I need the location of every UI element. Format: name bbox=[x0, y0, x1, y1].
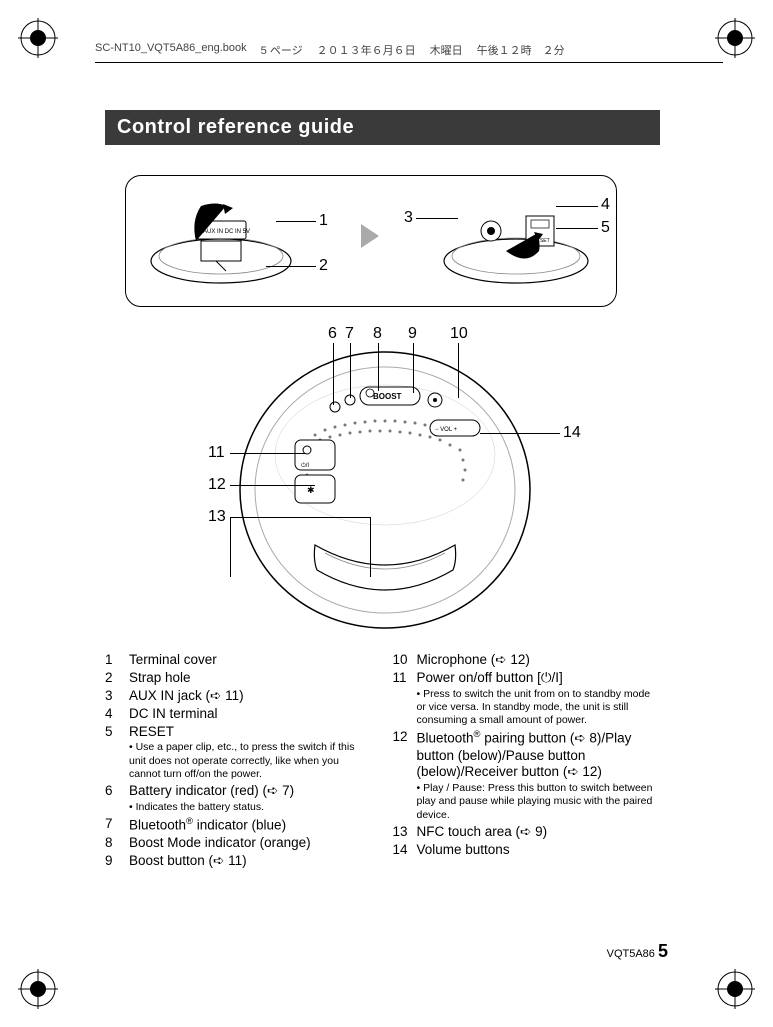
footer-code: VQT5A86 bbox=[607, 948, 655, 960]
callout-12: 12 bbox=[208, 476, 226, 494]
legend-item: 3AUX IN jack (➪ 11) bbox=[105, 688, 373, 705]
legend-num: 1 bbox=[105, 652, 129, 669]
legend-num: 7 bbox=[105, 816, 129, 834]
legend-text: Terminal cover bbox=[129, 652, 217, 669]
legend-num: 12 bbox=[393, 729, 417, 781]
legend-right: 10Microphone (➪ 12)11Power on/off button… bbox=[393, 652, 661, 871]
callout-7: 7 bbox=[345, 325, 354, 343]
arrow-icon bbox=[361, 224, 379, 248]
callout-2: 2 bbox=[319, 257, 328, 275]
mini-device-right: RESET bbox=[431, 186, 601, 296]
legend-text: Bluetooth® indicator (blue) bbox=[129, 816, 286, 834]
legend-num: 14 bbox=[393, 842, 417, 859]
legend-text: Microphone (➪ 12) bbox=[417, 652, 530, 669]
legend-num: 9 bbox=[105, 853, 129, 870]
legend-text: Volume buttons bbox=[417, 842, 510, 859]
legend-num: 13 bbox=[393, 824, 417, 841]
legend-text: NFC touch area (➪ 9) bbox=[417, 824, 548, 841]
legend-text: RESET bbox=[129, 724, 174, 741]
legend-text: DC IN terminal bbox=[129, 706, 218, 723]
header-page-jp: 5 ページ bbox=[261, 42, 303, 58]
svg-text:− VOL +: − VOL + bbox=[435, 427, 458, 433]
legend-item: 13NFC touch area (➪ 9) bbox=[393, 824, 661, 841]
legend-text: Battery indicator (red) (➪ 7) bbox=[129, 783, 294, 800]
legend-num: 4 bbox=[105, 706, 129, 723]
header-file: SC-NT10_VQT5A86_eng.book bbox=[95, 42, 247, 58]
print-header: SC-NT10_VQT5A86_eng.book 5 ページ ２０１３年６月６日… bbox=[95, 42, 723, 63]
callout-10: 10 bbox=[450, 325, 468, 343]
callout-13: 13 bbox=[208, 508, 226, 526]
section-title: Control reference guide bbox=[105, 110, 660, 145]
legend-item: 6Battery indicator (red) (➪ 7) bbox=[105, 783, 373, 800]
mini-device-left: AUX IN DC IN 5V bbox=[141, 186, 301, 296]
legend-text: Bluetooth® pairing button (➪ 8)/Play but… bbox=[417, 729, 661, 781]
legend-item: 12Bluetooth® pairing button (➪ 8)/Play b… bbox=[393, 729, 661, 781]
footer-page: 5 bbox=[658, 941, 668, 961]
legend-num: 11 bbox=[393, 670, 417, 687]
callout-1: 1 bbox=[319, 212, 328, 230]
header-date-jp: ２０１３年６月６日 bbox=[317, 42, 416, 58]
callout-4: 4 bbox=[601, 196, 610, 214]
callout-11: 11 bbox=[208, 444, 225, 462]
legend-sub: Use a paper clip, etc., to press the swi… bbox=[129, 741, 373, 780]
legend-text: Boost Mode indicator (orange) bbox=[129, 835, 311, 852]
legend-num: 3 bbox=[105, 688, 129, 705]
top-callout-box: AUX IN DC IN 5V 1 2 RESET bbox=[125, 175, 617, 307]
legend-item: 2Strap hole bbox=[105, 670, 373, 687]
legend-text: AUX IN jack (➪ 11) bbox=[129, 688, 244, 705]
legend-item: 11Power on/off button [⏻/I] bbox=[393, 670, 661, 687]
legend-item: 4DC IN terminal bbox=[105, 706, 373, 723]
legend-text: Power on/off button [⏻/I] bbox=[417, 670, 563, 687]
callout-9: 9 bbox=[408, 325, 417, 343]
legend-columns: 1Terminal cover2Strap hole3AUX IN jack (… bbox=[105, 652, 660, 871]
legend-left: 1Terminal cover2Strap hole3AUX IN jack (… bbox=[105, 652, 373, 871]
legend-sub: Indicates the battery status. bbox=[129, 801, 373, 814]
legend-item: 7Bluetooth® indicator (blue) bbox=[105, 816, 373, 834]
legend-num: 6 bbox=[105, 783, 129, 800]
legend-item: 14Volume buttons bbox=[393, 842, 661, 859]
svg-text:✱: ✱ bbox=[307, 485, 315, 495]
svg-text:BOOST: BOOST bbox=[373, 392, 402, 401]
legend-item: 9Boost button (➪ 11) bbox=[105, 853, 373, 870]
header-day-jp: 木曜日 bbox=[430, 42, 463, 58]
footer: VQT5A86 5 bbox=[607, 941, 668, 962]
crop-mark-bl bbox=[18, 969, 58, 1009]
legend-text: Boost button (➪ 11) bbox=[129, 853, 247, 870]
callout-8: 8 bbox=[373, 325, 382, 343]
main-device: BOOST − VOL + ⏻/I ✱ bbox=[235, 345, 535, 635]
legend-item: 5RESET bbox=[105, 724, 373, 741]
diagram: AUX IN DC IN 5V 1 2 RESET bbox=[105, 175, 660, 640]
header-time-jp: 午後１２時 ２分 bbox=[477, 42, 565, 58]
crop-mark-tl bbox=[18, 18, 58, 58]
callout-6: 6 bbox=[328, 325, 337, 343]
legend-item: 1Terminal cover bbox=[105, 652, 373, 669]
svg-text:AUX IN DC IN 5V: AUX IN DC IN 5V bbox=[203, 229, 250, 235]
legend-item: 10Microphone (➪ 12) bbox=[393, 652, 661, 669]
callout-3: 3 bbox=[404, 209, 413, 227]
legend-num: 2 bbox=[105, 670, 129, 687]
svg-text:⏻/I: ⏻/I bbox=[301, 462, 309, 469]
legend-num: 8 bbox=[105, 835, 129, 852]
crop-mark-br bbox=[715, 969, 755, 1009]
callout-5: 5 bbox=[601, 219, 610, 237]
legend-sub: Play / Pause: Press this button to switc… bbox=[417, 782, 661, 821]
legend-num: 10 bbox=[393, 652, 417, 669]
legend-num: 5 bbox=[105, 724, 129, 741]
legend-text: Strap hole bbox=[129, 670, 191, 687]
legend-sub: Press to switch the unit from on to stan… bbox=[417, 688, 661, 727]
legend-item: 8Boost Mode indicator (orange) bbox=[105, 835, 373, 852]
callout-14: 14 bbox=[563, 424, 581, 442]
